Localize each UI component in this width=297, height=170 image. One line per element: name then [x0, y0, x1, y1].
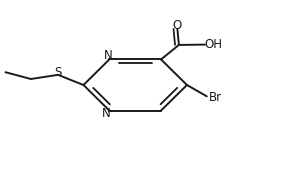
Text: S: S	[54, 66, 62, 79]
Text: N: N	[103, 49, 112, 62]
Text: N: N	[102, 107, 111, 120]
Text: OH: OH	[205, 38, 223, 51]
Text: O: O	[172, 19, 181, 32]
Text: Br: Br	[209, 91, 222, 104]
